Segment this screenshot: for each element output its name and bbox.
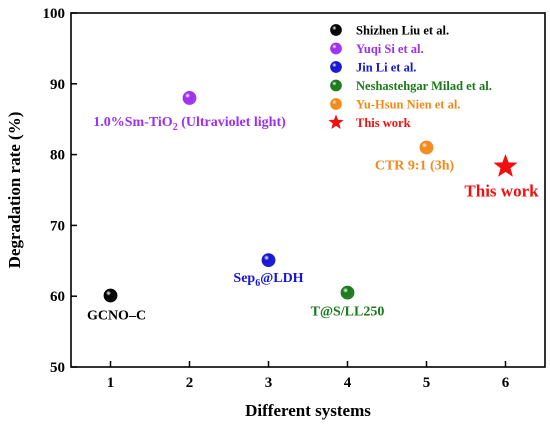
- y-tick-label: 80: [50, 148, 65, 164]
- point-label-text: Sep: [233, 271, 255, 286]
- y-tick-label: 70: [50, 218, 65, 234]
- y-tick-label: 90: [50, 77, 65, 93]
- legend-label: Jin Li et al.: [356, 61, 416, 75]
- point-label-text: 1.0%Sm-TiO: [93, 115, 173, 130]
- legend-marker: [330, 24, 342, 36]
- legend-label: Neshastehgar Milad et al.: [356, 79, 492, 93]
- legend-label: This work: [356, 116, 411, 130]
- data-point: [419, 140, 434, 155]
- point-label-text: This work: [464, 182, 539, 201]
- point-label-tail: @LDH: [260, 271, 303, 286]
- legend-marker: [330, 98, 342, 110]
- point-label: T@S/LL250: [311, 305, 385, 320]
- legend-marker-star: [328, 114, 344, 129]
- point-label-subscript: 2: [173, 122, 178, 133]
- x-tick-label: 5: [423, 375, 431, 391]
- point-label: CTR 9:1 (3h): [375, 159, 455, 174]
- plot-frame: [70, 12, 546, 368]
- x-tick-label: 2: [186, 375, 194, 391]
- legend-label: Yuqi Si et al.: [356, 42, 424, 56]
- legend-marker: [330, 42, 342, 55]
- y-axis-title: Degradation rate (%): [5, 112, 24, 269]
- point-label-text: CTR 9:1 (3h): [375, 159, 455, 174]
- x-tick-label: 4: [344, 375, 352, 391]
- y-tick-label: 60: [50, 289, 65, 305]
- x-tick-label: 3: [265, 375, 273, 391]
- legend-marker: [330, 79, 342, 92]
- y-tick-label: 50: [50, 360, 65, 376]
- point-label-text: GCNO–C: [87, 308, 146, 323]
- point-label: This work: [464, 182, 539, 201]
- data-point: [182, 91, 197, 105]
- data-point: [103, 288, 118, 303]
- point-label: 1.0%Sm-TiO2 (Ultraviolet light): [93, 115, 286, 133]
- x-axis-title: Different systems: [245, 401, 371, 420]
- point-label: Sep6@LDH: [233, 271, 303, 289]
- y-tick-label: 100: [43, 6, 66, 22]
- point-label-text: T@S/LL250: [311, 305, 385, 320]
- x-tick-label: 1: [107, 375, 115, 391]
- data-point: [261, 253, 276, 267]
- data-point: [340, 285, 355, 300]
- x-tick-label: 6: [502, 375, 510, 391]
- point-label: GCNO–C: [87, 308, 146, 323]
- legend-label: Shizhen Liu et al.: [356, 24, 449, 38]
- point-label-subscript: 6: [255, 278, 260, 289]
- data-point-star: [493, 153, 518, 177]
- point-label-tail: (Ultraviolet light): [178, 115, 286, 130]
- legend-label: Yu-Hsun Nien et al.: [356, 98, 460, 112]
- legend-marker: [330, 61, 342, 73]
